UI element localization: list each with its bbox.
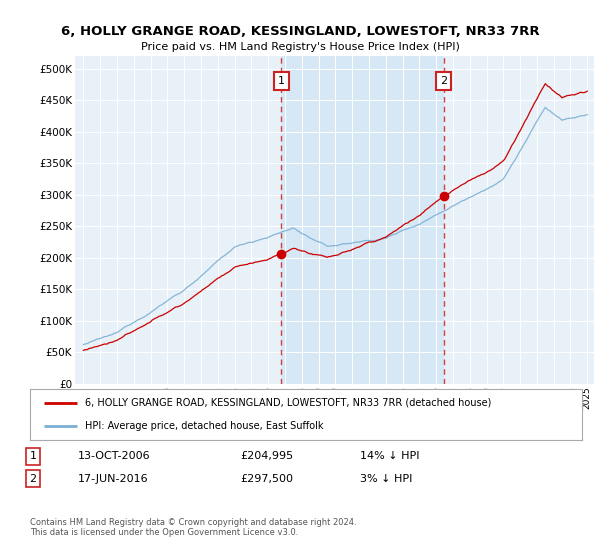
Text: Price paid vs. HM Land Registry's House Price Index (HPI): Price paid vs. HM Land Registry's House … xyxy=(140,42,460,52)
Text: 14% ↓ HPI: 14% ↓ HPI xyxy=(360,451,419,461)
Text: 1: 1 xyxy=(278,76,285,86)
Text: 1: 1 xyxy=(29,451,37,461)
Bar xyxy=(281,56,444,384)
Text: 3% ↓ HPI: 3% ↓ HPI xyxy=(360,474,412,484)
Text: 2: 2 xyxy=(440,76,448,86)
Text: 2: 2 xyxy=(29,474,37,484)
Text: 13-OCT-2006: 13-OCT-2006 xyxy=(78,451,151,461)
Text: Contains HM Land Registry data © Crown copyright and database right 2024.
This d: Contains HM Land Registry data © Crown c… xyxy=(30,518,356,538)
Text: 17-JUN-2016: 17-JUN-2016 xyxy=(78,474,149,484)
Text: £204,995: £204,995 xyxy=(240,451,293,461)
Text: HPI: Average price, detached house, East Suffolk: HPI: Average price, detached house, East… xyxy=(85,421,324,431)
Text: 6, HOLLY GRANGE ROAD, KESSINGLAND, LOWESTOFT, NR33 7RR (detached house): 6, HOLLY GRANGE ROAD, KESSINGLAND, LOWES… xyxy=(85,398,491,408)
Text: 6, HOLLY GRANGE ROAD, KESSINGLAND, LOWESTOFT, NR33 7RR: 6, HOLLY GRANGE ROAD, KESSINGLAND, LOWES… xyxy=(61,25,539,38)
Text: £297,500: £297,500 xyxy=(240,474,293,484)
